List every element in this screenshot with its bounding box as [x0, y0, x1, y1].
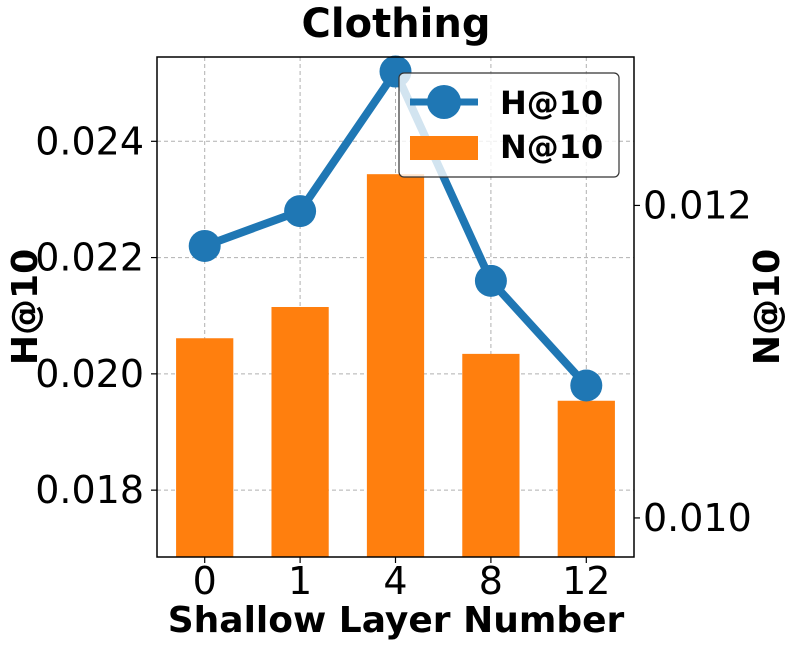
line-point-0	[188, 229, 221, 262]
y-ticks-right: 0.010 0.012	[634, 183, 752, 540]
x-tick-label: 0	[193, 559, 217, 603]
y-axis-label-left: H@10	[5, 249, 46, 365]
x-tick-label: 1	[288, 559, 312, 603]
legend-label-h10: H@10	[500, 84, 603, 122]
bar-4	[366, 174, 425, 557]
bars	[176, 174, 615, 557]
bar-1	[271, 307, 329, 557]
x-ticks: 0 1 4 8 12	[193, 557, 610, 603]
legend: H@10 N@10	[398, 72, 620, 178]
y-tick-label-left: 0.020	[35, 352, 144, 396]
y-tick-label-right: 0.010	[643, 496, 752, 540]
x-tick-label: 8	[479, 559, 503, 603]
legend-line-marker	[427, 85, 461, 119]
line-point-8	[474, 264, 507, 297]
x-tick-label: 12	[562, 559, 610, 603]
line-series	[188, 55, 603, 402]
bar-0	[176, 338, 234, 557]
chart-title: Clothing	[302, 1, 491, 47]
line-point-1	[284, 195, 317, 228]
y-tick-label-left: 0.022	[35, 236, 144, 280]
y-axis-label-right: N@10	[747, 249, 788, 365]
bar-12	[557, 400, 615, 557]
x-axis-label: Shallow Layer Number	[168, 600, 625, 641]
y-tick-label-left: 0.018	[35, 468, 144, 512]
x-tick-label: 4	[383, 559, 407, 603]
y-tick-label-right: 0.012	[643, 183, 752, 227]
y-ticks-left: 0.018 0.020 0.022 0.024	[35, 119, 157, 512]
bar-8	[462, 353, 520, 557]
y-tick-label-left: 0.024	[35, 119, 144, 163]
legend-label-n10: N@10	[500, 128, 603, 166]
legend-bar-swatch	[410, 136, 478, 160]
line-point-12	[570, 369, 603, 402]
